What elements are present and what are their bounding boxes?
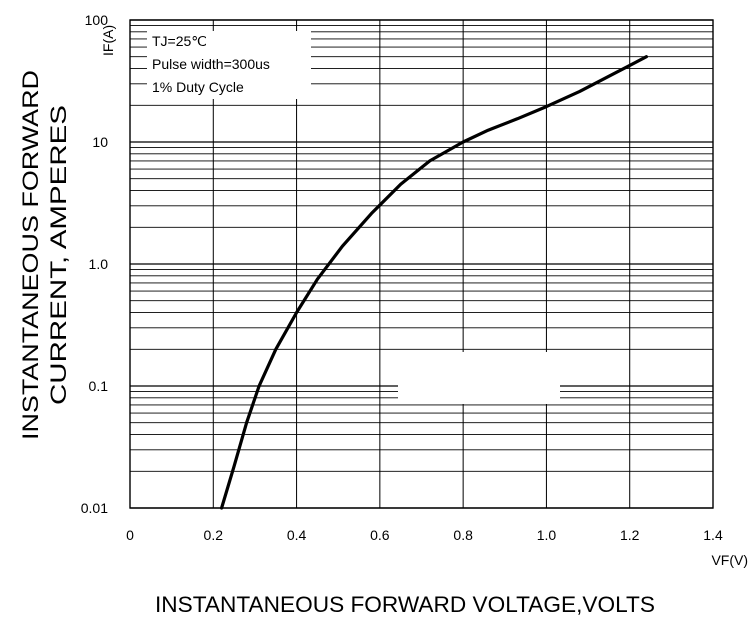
x-tick-label: 0 xyxy=(126,527,134,543)
y-tick-label: 100 xyxy=(85,12,109,28)
y-tick-label: 10 xyxy=(92,134,108,150)
x-tick-labels: 0 0.2 0.4 0.6 0.8 1.0 1.2 1.4 xyxy=(126,527,723,543)
x-tick-label: 0.4 xyxy=(287,527,307,543)
y-axis-title-line-1: INSTANTANEOUS FORWARD xyxy=(18,70,43,440)
conditions-annotation: TJ=25℃ Pulse width=300us 1% Duty Cycle xyxy=(147,31,311,99)
minor-gridlines xyxy=(130,25,713,472)
annotation-junction-temp: TJ=25℃ xyxy=(152,33,207,49)
x-tick-label: 1.2 xyxy=(620,527,640,543)
y-axis-title: INSTANTANEOUS FORWARD CURRENT, AMPERES xyxy=(18,70,71,440)
x-tick-label: 0.2 xyxy=(204,527,224,543)
plot-frame xyxy=(129,19,714,509)
y-tick-label: 1.0 xyxy=(89,256,109,272)
annotation-background xyxy=(147,31,311,99)
annotation-duty-cycle: 1% Duty Cycle xyxy=(152,79,244,95)
annotation-pulse-width: Pulse width=300us xyxy=(152,56,270,72)
x-tick-label: 0.6 xyxy=(370,527,390,543)
series-line xyxy=(220,55,648,510)
x-tick-label: 1.4 xyxy=(703,527,723,543)
y-tick-label: 0.1 xyxy=(89,378,109,394)
y-tick-labels: 0.01 0.1 1.0 10 100 xyxy=(81,12,108,516)
x-axis-title: INSTANTANEOUS FORWARD VOLTAGE,VOLTS xyxy=(155,592,655,617)
x-tick-label: 0.8 xyxy=(453,527,473,543)
grid-gap-patch xyxy=(398,352,560,404)
y-unit-label: IF(A) xyxy=(100,25,116,56)
x-tick-label: 1.0 xyxy=(537,527,557,543)
y-axis-title-line-2: CURRENT, AMPERES xyxy=(46,105,71,405)
x-unit-label: VF(V) xyxy=(711,552,748,568)
y-tick-label: 0.01 xyxy=(81,500,108,516)
